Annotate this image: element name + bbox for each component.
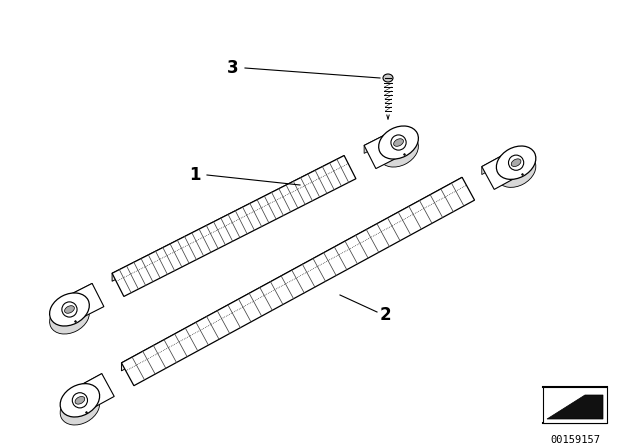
Ellipse shape xyxy=(49,301,90,334)
Text: 2: 2 xyxy=(379,306,391,324)
Polygon shape xyxy=(122,177,474,386)
Ellipse shape xyxy=(383,74,393,82)
Polygon shape xyxy=(547,395,603,419)
Ellipse shape xyxy=(394,139,403,146)
Ellipse shape xyxy=(49,293,90,326)
Ellipse shape xyxy=(379,134,419,167)
Polygon shape xyxy=(74,374,102,397)
Ellipse shape xyxy=(60,383,100,417)
Ellipse shape xyxy=(497,154,536,187)
Polygon shape xyxy=(63,284,104,321)
Polygon shape xyxy=(63,284,92,306)
Polygon shape xyxy=(112,155,356,297)
Polygon shape xyxy=(482,151,510,175)
Circle shape xyxy=(72,393,88,408)
Ellipse shape xyxy=(379,126,419,159)
Polygon shape xyxy=(364,131,404,168)
Text: 1: 1 xyxy=(189,166,201,184)
Polygon shape xyxy=(122,177,462,371)
Ellipse shape xyxy=(75,396,84,404)
Polygon shape xyxy=(364,131,393,153)
Polygon shape xyxy=(74,374,114,412)
Circle shape xyxy=(62,302,77,317)
Ellipse shape xyxy=(65,306,74,313)
Ellipse shape xyxy=(497,146,536,179)
Text: 00159157: 00159157 xyxy=(550,435,600,445)
Text: 3: 3 xyxy=(227,59,239,77)
Polygon shape xyxy=(543,387,607,423)
Ellipse shape xyxy=(511,159,521,167)
Circle shape xyxy=(391,135,406,150)
Ellipse shape xyxy=(60,392,100,425)
Polygon shape xyxy=(112,155,344,281)
Polygon shape xyxy=(482,151,522,190)
Circle shape xyxy=(509,155,524,170)
